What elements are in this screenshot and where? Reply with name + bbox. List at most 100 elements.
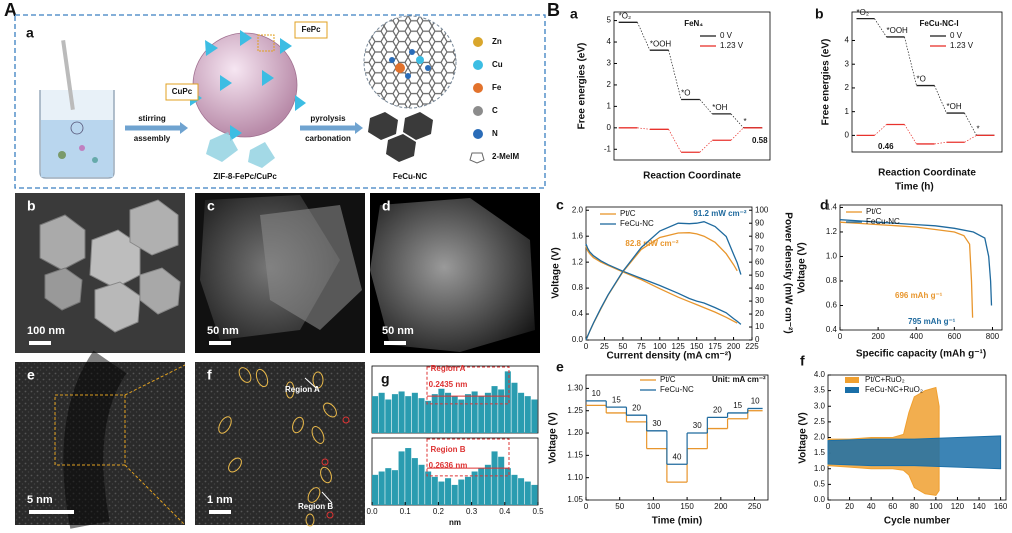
bar — [524, 396, 531, 433]
label-box — [165, 83, 199, 101]
y2-tick-label: 10 — [755, 322, 764, 331]
y2-tick-label: 90 — [755, 218, 764, 227]
connector — [874, 124, 887, 136]
y-tick-label: 3 — [607, 59, 612, 68]
plot-frame — [839, 204, 1003, 331]
connector — [874, 18, 887, 38]
y-tick-label: 0.0 — [572, 335, 584, 344]
y-tick-label: 0 — [607, 123, 612, 132]
bar — [464, 476, 471, 505]
bar — [385, 399, 392, 433]
fecu-nc-structure — [363, 15, 457, 162]
plot-frame — [585, 374, 769, 501]
bar — [451, 484, 458, 505]
x-axis-label: Current density (mA cm⁻²) — [607, 351, 732, 362]
connector — [904, 124, 917, 145]
bar — [511, 474, 518, 505]
bar — [531, 484, 538, 505]
y-tick-label: 1 — [845, 107, 850, 116]
connector — [699, 99, 713, 115]
micrograph-c — [195, 193, 365, 353]
x-tick-label: 400 — [910, 332, 924, 341]
y-tick-label: 0 — [845, 130, 850, 139]
chart-title: FeCu-NC-I — [920, 19, 959, 28]
scale-bar — [384, 341, 406, 345]
x-tick-label: 0.0 — [366, 507, 378, 516]
micrograph-d — [370, 193, 540, 353]
x-tick-label: 25 — [600, 342, 609, 351]
y2-axis-label: Power density (mW cm⁻²) — [782, 212, 793, 333]
label-box — [294, 21, 328, 39]
bar — [484, 464, 491, 505]
y-tick-label: 1.20 — [567, 428, 583, 437]
y-tick-label: 1.0 — [814, 464, 826, 473]
y-tick-label: 1.2 — [572, 257, 584, 266]
data-line — [839, 219, 993, 306]
bar — [405, 396, 412, 433]
legend-label: C — [492, 106, 498, 115]
bar — [491, 451, 498, 505]
legend-label: N — [492, 129, 498, 138]
panel-label: d — [820, 197, 829, 213]
panel-label: f — [207, 367, 212, 383]
step-label: 10 — [751, 397, 760, 406]
axis-text: Time (h) — [895, 182, 934, 193]
legend-swatch — [473, 37, 483, 47]
y-tick-label: 1.6 — [572, 231, 584, 240]
annotation: 91.2 mW cm⁻² — [693, 209, 746, 218]
connector — [964, 112, 977, 136]
panel-label: b — [815, 6, 824, 22]
scale-bar-label: 50 nm — [382, 325, 414, 337]
scale-bar — [209, 341, 231, 345]
arrow-head — [355, 122, 363, 134]
connector — [730, 113, 744, 129]
region-box — [426, 366, 510, 405]
legend-label: Pt/C — [620, 209, 636, 218]
y-tick-label: 1.4 — [826, 203, 838, 212]
legend-swatch — [473, 106, 483, 116]
bar — [458, 479, 465, 505]
panel-label: e — [27, 367, 35, 383]
step-label: assembly — [134, 134, 171, 143]
chart-title: FeN₄ — [684, 19, 703, 28]
scale-bar — [29, 341, 51, 345]
annotation: 0.2636 nm — [429, 461, 468, 470]
panel-label: b — [27, 198, 36, 214]
bar — [372, 474, 379, 505]
x-tick-label: 100 — [653, 342, 667, 351]
bar — [471, 471, 478, 505]
legend-label: 1.23 V — [720, 41, 744, 50]
x-tick-label: 600 — [948, 332, 962, 341]
bar — [504, 468, 511, 505]
bar — [531, 399, 538, 433]
y2-tick-label: 0 — [755, 335, 760, 344]
bar — [438, 388, 445, 433]
x-axis-label: Reaction Coordinate — [643, 171, 741, 182]
scale-bar-label: 50 nm — [207, 325, 239, 337]
bar — [391, 394, 398, 433]
bar — [498, 389, 505, 433]
x-tick-label: 225 — [745, 342, 759, 351]
y-tick-label: 1.10 — [567, 473, 583, 482]
data-line — [839, 221, 974, 318]
x-axis-label: nm — [449, 518, 461, 527]
panel-label: c — [556, 197, 564, 213]
step-label: 30 — [693, 421, 702, 430]
x-tick-label: 125 — [672, 342, 686, 351]
y2-tick-label: 60 — [755, 257, 764, 266]
connector — [964, 135, 977, 143]
y-tick-label: 2.0 — [572, 205, 584, 214]
x-axis-label: Reaction Coordinate — [878, 168, 976, 179]
y-axis-label: Voltage (V) — [548, 412, 559, 463]
y-tick-label: 0.8 — [826, 276, 838, 285]
legend-swatch — [845, 377, 859, 383]
y-tick-label: 2.0 — [814, 433, 826, 442]
category-label: *OH — [947, 102, 962, 111]
x-tick-label: 40 — [867, 502, 876, 511]
bar — [411, 392, 418, 433]
y2-tick-label: 80 — [755, 231, 764, 240]
bar — [504, 371, 511, 433]
y-tick-label: 3.5 — [814, 386, 826, 395]
x-tick-label: 0 — [584, 342, 589, 351]
legend-label: Fe — [492, 83, 502, 92]
